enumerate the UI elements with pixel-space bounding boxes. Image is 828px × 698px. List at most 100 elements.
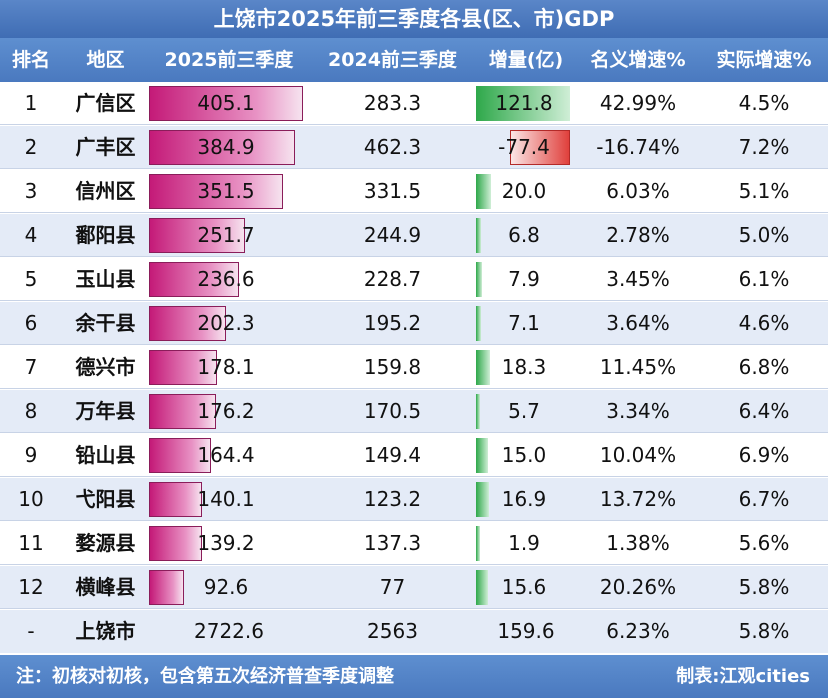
nominal-growth-value: 3.45%	[606, 267, 670, 291]
gdp-2024-value: 149.4	[363, 443, 422, 467]
nominal-growth-value: 20.26%	[599, 575, 677, 599]
increase-bar	[476, 526, 480, 561]
increase-value: 18.3	[501, 355, 547, 379]
nominal-growth-value: 10.04%	[599, 443, 677, 467]
nominal-growth-value: 13.72%	[599, 487, 677, 511]
nominal-growth-value: 2.78%	[606, 223, 670, 247]
rank-cell: 7	[24, 355, 38, 379]
increase-value: 15.6	[501, 575, 547, 599]
increase-bar	[476, 262, 483, 297]
nominal-growth-value: 3.64%	[606, 311, 670, 335]
region-cell: 余干县	[75, 311, 136, 335]
increase-bar	[476, 350, 491, 385]
footer-note: 注：初核对初核，包含第五次经济普查季度调整	[16, 666, 394, 687]
table-row: 5 玉山县 236.6 228.7 7.9 3.45% 6.1%	[0, 258, 828, 301]
row-divider	[0, 256, 828, 257]
increase-value: 20.0	[501, 179, 547, 203]
total-real-growth: 5.8%	[738, 619, 790, 643]
row-divider	[0, 564, 828, 565]
table-row: 9 铅山县 164.4 149.4 15.0 10.04% 6.9%	[0, 434, 828, 477]
region-cell: 广丰区	[75, 135, 136, 159]
region-cell: 广信区	[75, 91, 136, 115]
increase-bar	[476, 438, 488, 473]
real-growth-value: 4.5%	[738, 91, 790, 115]
real-growth-value: 6.4%	[738, 399, 790, 423]
real-growth-value: 6.7%	[738, 487, 790, 511]
nominal-growth-value: 3.34%	[606, 399, 670, 423]
increase-bar	[510, 130, 570, 165]
gdp-2024-value: 195.2	[363, 311, 422, 335]
row-divider	[0, 520, 828, 521]
gdp-2025-value: 139.2	[197, 531, 255, 555]
region-cell: 信州区	[75, 179, 136, 203]
header-nominal-growth: 名义增速%	[590, 49, 686, 71]
rank-cell: 2	[24, 135, 38, 159]
gdp-2025-value: 140.1	[197, 487, 255, 511]
rank-cell: 12	[18, 575, 44, 599]
increase-value: 15.0	[501, 443, 547, 467]
gdp-2025-value: 351.5	[197, 179, 255, 203]
gdp-2025-value: 236.6	[197, 267, 255, 291]
region-cell: 玉山县	[75, 267, 136, 291]
chart-title: 上饶市2025年前三季度各县(区、市)GDP	[0, 0, 828, 38]
region-cell: 万年县	[75, 399, 136, 423]
increase-bar	[476, 394, 481, 429]
region-cell: 婺源县	[75, 531, 136, 555]
real-growth-value: 6.9%	[738, 443, 790, 467]
nominal-growth-value: 1.38%	[606, 531, 670, 555]
increase-value: 5.7	[508, 399, 540, 423]
region-cell: 德兴市	[75, 355, 136, 379]
increase-bar	[476, 174, 492, 209]
row-divider	[0, 476, 828, 477]
rank-cell: 6	[24, 311, 38, 335]
increase-bar	[476, 482, 490, 517]
increase-bar	[476, 306, 482, 341]
gdp-2025-value: 405.1	[197, 91, 255, 115]
row-divider	[0, 124, 828, 125]
nominal-growth-value: 11.45%	[599, 355, 677, 379]
real-growth-value: 5.6%	[738, 531, 790, 555]
row-divider	[0, 300, 828, 301]
rank-cell: 1	[24, 91, 38, 115]
table-row: 11 婺源县 139.2 137.3 1.9 1.38% 5.6%	[0, 522, 828, 565]
gdp-2025-value: 92.6	[203, 575, 249, 599]
gdp-2024-value: 283.3	[363, 91, 422, 115]
table-row: 3 信州区 351.5 331.5 20.0 6.03% 5.1%	[0, 170, 828, 213]
gdp-2025-value: 251.7	[197, 223, 255, 247]
row-divider	[0, 388, 828, 389]
rank-cell: 4	[24, 223, 38, 247]
increase-value: 121.8	[495, 91, 553, 115]
gdp-2024-value: 331.5	[363, 179, 422, 203]
total-increase: 159.6	[497, 619, 555, 643]
increase-value: 7.1	[508, 311, 540, 335]
region-cell: 铅山县	[75, 443, 136, 467]
real-growth-value: 6.1%	[738, 267, 790, 291]
region-cell: 弋阳县	[75, 487, 136, 511]
gdp-2025-bar	[149, 526, 202, 561]
row-divider	[0, 608, 828, 609]
real-growth-value: 5.0%	[738, 223, 790, 247]
table-row: 4 鄱阳县 251.7 244.9 6.8 2.78% 5.0%	[0, 214, 828, 257]
total-rank: -	[27, 619, 35, 643]
gdp-2025-bar	[149, 482, 203, 517]
table-header: 排名 地区 2025前三季度 2024前三季度 增量(亿) 名义增速% 实际增速…	[0, 38, 828, 82]
header-region: 地区	[86, 49, 125, 71]
gdp-2025-value: 178.1	[197, 355, 255, 379]
nominal-growth-value: 42.99%	[599, 91, 677, 115]
row-divider	[0, 212, 828, 213]
increase-bar	[476, 218, 482, 253]
gdp-2025-bar	[149, 350, 217, 385]
header-real-growth: 实际增速%	[716, 49, 812, 71]
rank-cell: 5	[24, 267, 38, 291]
table-row: 7 德兴市 178.1 159.8 18.3 11.45% 6.8%	[0, 346, 828, 389]
gdp-2025-value: 164.4	[197, 443, 255, 467]
gdp-2024-value: 77	[379, 575, 406, 599]
row-divider	[0, 168, 828, 169]
gdp-2025-bar	[149, 394, 216, 429]
gdp-2024-value: 137.3	[363, 531, 422, 555]
increase-value: 16.9	[501, 487, 547, 511]
header-2024: 2024前三季度	[328, 49, 457, 71]
table-row: 1 广信区 405.1 283.3 121.8 42.99% 4.5%	[0, 82, 828, 125]
nominal-growth-value: 6.03%	[606, 179, 670, 203]
real-growth-value: 6.8%	[738, 355, 790, 379]
